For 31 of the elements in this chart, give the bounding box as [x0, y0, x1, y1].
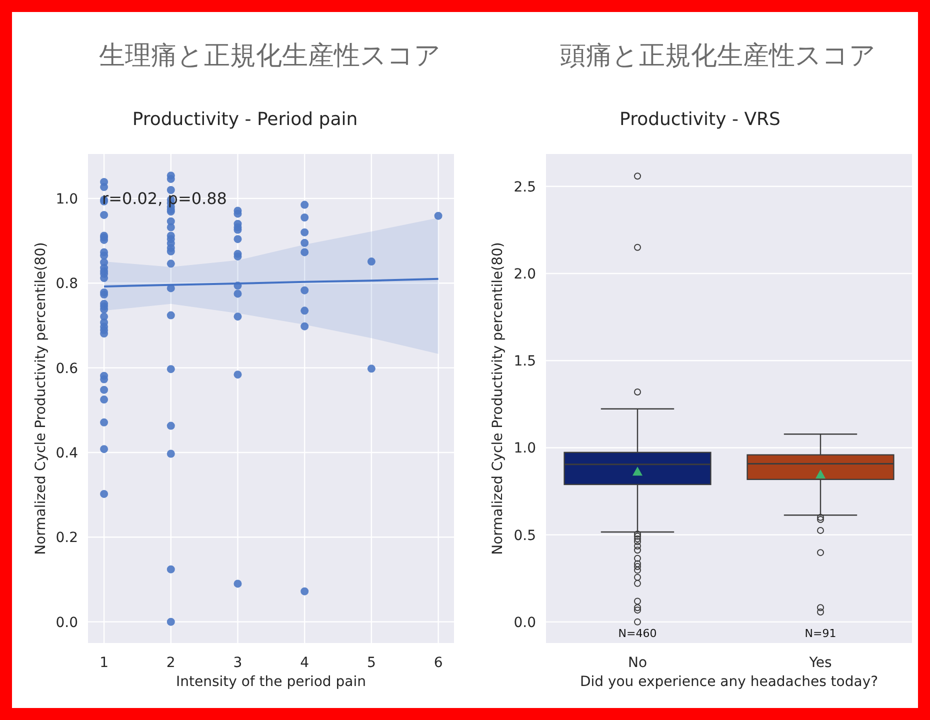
x-tick-label: 1 [100, 655, 109, 671]
x-axis-title: Did you experience any headaches today? [580, 674, 878, 690]
x-tick-label: 6 [434, 655, 443, 671]
x-tick-label: Yes [808, 655, 832, 671]
y-tick-label: 0.8 [56, 276, 78, 292]
y-tick-label: 0.0 [514, 614, 536, 631]
y-tick-label: 1.0 [514, 440, 536, 457]
annotation: N=91 [804, 627, 836, 640]
chart-title: 頭痛と正規化生産性スコア [560, 41, 876, 71]
y-tick-label: 1.5 [514, 354, 536, 370]
x-tick-label: 3 [233, 655, 242, 671]
y-tick-label: 0.4 [56, 445, 78, 462]
x-tick-label: 4 [300, 655, 310, 671]
annotation: r=0.02, p=0.88 [102, 189, 227, 208]
y-axis-title: Normalized Cycle Productivity percentile(80) [490, 242, 506, 555]
y-tick-label: 1.0 [56, 191, 78, 208]
chart-title: 生理痛と正規化生産性スコア [99, 41, 441, 71]
y-tick-label: 2.0 [514, 266, 536, 283]
y-axis-title: Normalized Cycle Productivity percentile(80) [33, 242, 49, 555]
y-tick-label: 0.2 [56, 530, 78, 546]
x-tick-label: 2 [166, 655, 176, 671]
chart-subtitle: Productivity - Period pain [132, 109, 358, 130]
y-tick-label: 2.5 [514, 179, 536, 196]
annotation: N=460 [618, 627, 657, 640]
x-axis-title: Intensity of the period pain [176, 674, 366, 690]
x-tick-label: No [628, 655, 648, 671]
chart-subtitle: Productivity - VRS [620, 109, 780, 130]
y-tick-label: 0.5 [514, 528, 536, 544]
x-tick-label: 5 [366, 655, 376, 671]
y-tick-label: 0.0 [56, 614, 78, 631]
y-tick-label: 0.6 [56, 360, 78, 377]
